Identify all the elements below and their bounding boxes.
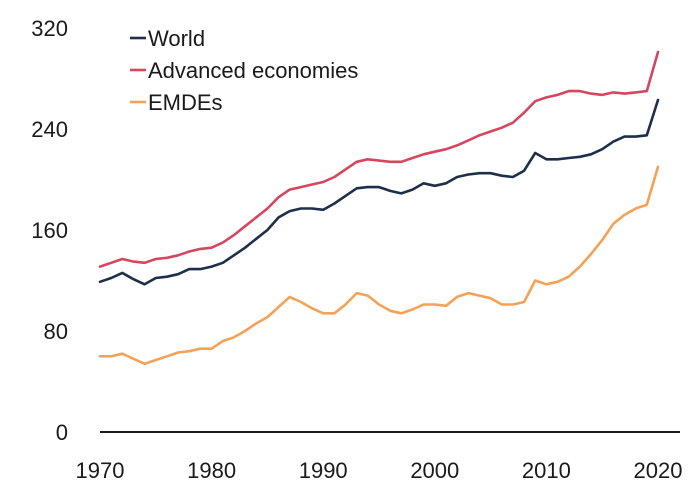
y-tick-label: 0 bbox=[56, 420, 68, 445]
legend-label: Advanced economies bbox=[148, 58, 358, 83]
x-tick-label: 2000 bbox=[410, 458, 459, 483]
y-tick-label: 240 bbox=[31, 117, 68, 142]
x-tick-label: 2020 bbox=[634, 458, 683, 483]
series-lines bbox=[98, 50, 660, 366]
legend: World Advanced economies EMDEs bbox=[130, 26, 358, 115]
series-line-advanced-economies bbox=[98, 50, 660, 268]
series-line-world bbox=[98, 98, 660, 286]
x-axis-tick-labels: 1970 1980 1990 2000 2010 2020 bbox=[76, 458, 683, 483]
y-tick-label: 80 bbox=[44, 319, 68, 344]
x-tick-label: 2010 bbox=[522, 458, 571, 483]
y-tick-label: 320 bbox=[31, 16, 68, 41]
legend-label: World bbox=[148, 26, 205, 51]
y-axis-tick-labels: 0 80 160 240 320 bbox=[31, 16, 68, 445]
x-tick-label: 1980 bbox=[187, 458, 236, 483]
x-tick-label: 1990 bbox=[299, 458, 348, 483]
x-tick-label: 1970 bbox=[76, 458, 125, 483]
legend-label: EMDEs bbox=[148, 90, 223, 115]
y-tick-label: 160 bbox=[31, 218, 68, 243]
series-line-emdes bbox=[98, 165, 660, 366]
